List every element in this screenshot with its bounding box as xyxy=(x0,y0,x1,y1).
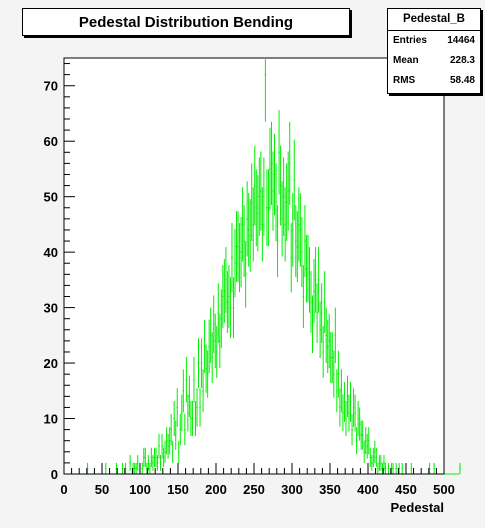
stats-name: Pedestal_B xyxy=(388,9,480,31)
stats-row-rms: RMS 58.48 xyxy=(388,71,480,91)
x-tick-label: 300 xyxy=(281,482,303,497)
x-tick-label: 150 xyxy=(167,482,189,497)
x-axis-label: Pedestal xyxy=(391,500,444,515)
stats-mean-value: 228.3 xyxy=(449,55,475,66)
stats-entries-value: 14464 xyxy=(447,35,475,46)
stats-entries-label: Entries xyxy=(393,35,427,46)
y-tick-label: 10 xyxy=(44,412,58,427)
x-tick-label: 0 xyxy=(60,482,67,497)
y-tick-label: 0 xyxy=(51,467,58,482)
histogram-bins xyxy=(86,58,461,475)
x-tick-label: 450 xyxy=(395,482,417,497)
x-tick-label: 200 xyxy=(205,482,227,497)
y-axis-ticks: 0 10 20 30 40 50 60 70 xyxy=(44,63,75,482)
y-tick-label: 40 xyxy=(44,245,58,260)
y-tick-label: 60 xyxy=(44,134,58,149)
y-tick-label: 50 xyxy=(44,190,58,205)
x-tick-label: 250 xyxy=(243,482,265,497)
y-tick-label: 70 xyxy=(44,79,58,94)
stats-mean-label: Mean xyxy=(393,55,419,66)
chart-title: Pedestal Distribution Bending xyxy=(78,13,294,31)
x-axis-ticks: 0 50 100 150 200 250 300 350 400 450 500 xyxy=(60,463,455,497)
stats-box: Pedestal_B Entries 14464 Mean 228.3 RMS … xyxy=(387,8,481,94)
x-tick-label: 350 xyxy=(319,482,341,497)
y-tick-label: 20 xyxy=(44,356,58,371)
stats-row-entries: Entries 14464 xyxy=(388,31,480,51)
stats-rms-label: RMS xyxy=(393,75,416,86)
stats-rms-value: 58.48 xyxy=(449,75,475,86)
x-tick-label: 400 xyxy=(357,482,379,497)
y-tick-label: 30 xyxy=(44,301,58,316)
chart-title-box: Pedestal Distribution Bending xyxy=(22,8,350,36)
x-tick-label: 50 xyxy=(95,482,109,497)
x-tick-label: 500 xyxy=(433,482,455,497)
x-tick-label: 100 xyxy=(129,482,151,497)
plot-area xyxy=(63,57,445,475)
stats-row-mean: Mean 228.3 xyxy=(388,51,480,71)
